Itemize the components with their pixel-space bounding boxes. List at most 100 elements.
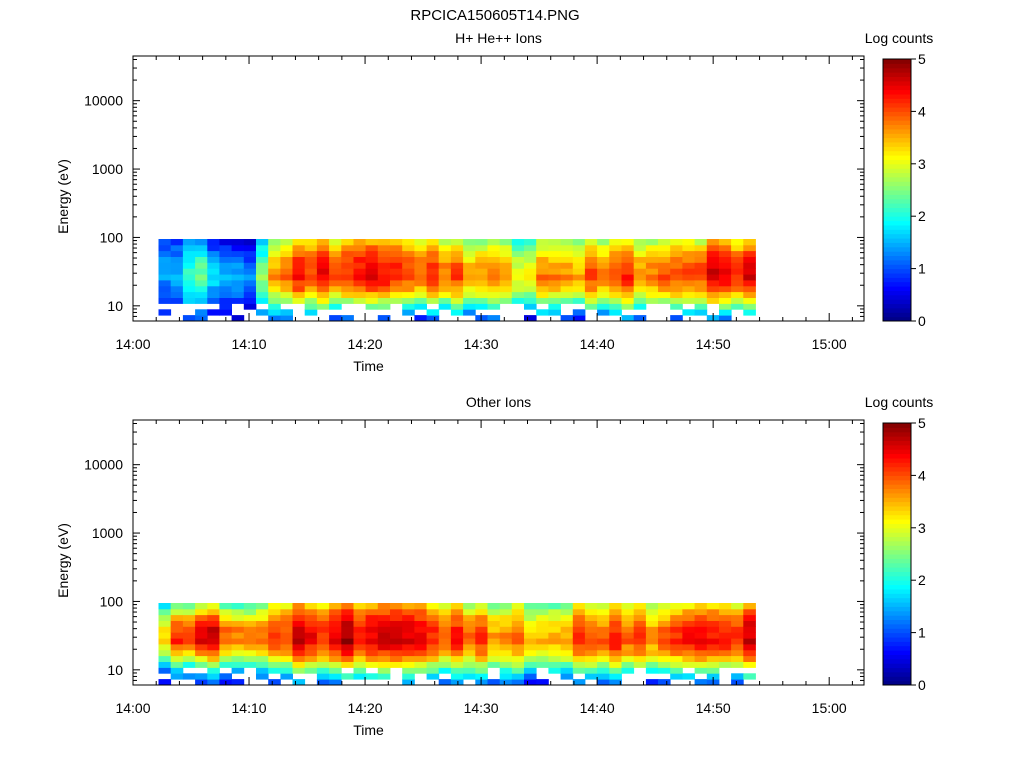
heatmap-cell [475, 655, 488, 662]
heatmap-cell [682, 291, 695, 298]
heatmap-cell [195, 285, 208, 293]
heatmap-cell [658, 239, 671, 246]
heatmap-cell [487, 626, 501, 633]
heatmap-cell [499, 620, 513, 627]
colorbar-swatch [883, 506, 911, 511]
heatmap-cell [365, 262, 379, 269]
heatmap-cell [584, 644, 598, 651]
heatmap-cell [694, 291, 708, 298]
heatmap-cell [499, 297, 513, 304]
heatmap-cell [280, 297, 293, 304]
heatmap-cell [658, 644, 671, 651]
heatmap-cell [341, 661, 354, 668]
heatmap-cell [170, 608, 184, 616]
heatmap-cell [243, 614, 257, 621]
heatmap-cell [719, 632, 732, 639]
heatmap-cell [329, 608, 342, 616]
heatmap-cell [731, 673, 744, 680]
heatmap-cell [402, 303, 415, 310]
heatmap-cell [670, 239, 683, 246]
heatmap-cell [182, 297, 196, 304]
heatmap-cell [207, 655, 220, 662]
heatmap-cell [511, 285, 525, 293]
heatmap-cell [256, 614, 269, 621]
heatmap-cell [450, 274, 464, 281]
heatmap-cell [390, 285, 403, 293]
heatmap-cell [670, 297, 683, 304]
colorbar-swatch [883, 294, 911, 300]
heatmap-cell [353, 614, 367, 621]
heatmap-cell [719, 644, 732, 651]
heatmap-cell [536, 679, 549, 686]
heatmap-cell [207, 297, 220, 304]
heatmap-cell [280, 603, 293, 610]
heatmap-cell [719, 244, 732, 252]
heatmap-cell [487, 262, 501, 269]
colorbar-swatch [883, 575, 911, 581]
heatmap-cell [207, 644, 220, 651]
y-tick-label: 10000 [84, 93, 123, 109]
heatmap-cell [475, 667, 488, 674]
heatmap-cell [621, 239, 635, 246]
heatmap-cell [621, 649, 635, 657]
colorbar-swatch [883, 619, 911, 625]
heatmap-cell [572, 644, 586, 651]
heatmap-cell [743, 632, 756, 639]
heatmap-cell [353, 280, 367, 287]
heatmap-cell [694, 661, 708, 668]
heatmap-cell [182, 620, 196, 627]
heatmap-cell [170, 655, 184, 662]
heatmap-cell [377, 614, 391, 621]
heatmap-cell [731, 679, 744, 686]
heatmap-cell [499, 244, 513, 252]
heatmap-cell [329, 297, 342, 304]
colorbar-swatch [883, 299, 911, 305]
heatmap-cell [195, 250, 208, 257]
heatmap-cell [304, 655, 318, 662]
colorbar: 0 1 2 3 4 5 Log counts [865, 30, 934, 329]
heatmap-cell [694, 638, 708, 645]
heatmap-cell [158, 632, 172, 639]
heatmap-cell [706, 614, 720, 621]
heatmap-cell [365, 268, 379, 275]
heatmap-cell [377, 239, 391, 246]
heatmap-cell [329, 291, 342, 298]
heatmap-cell [292, 603, 306, 610]
heatmap-cell [377, 626, 391, 633]
heatmap-cell [463, 638, 476, 645]
heatmap-cell [487, 280, 501, 287]
heatmap-cell [731, 632, 744, 639]
heatmap-cell [402, 655, 415, 662]
heatmap-cell [475, 315, 488, 322]
heatmap-cell [231, 239, 245, 246]
colorbar-swatch [883, 102, 911, 108]
heatmap-cell [487, 256, 501, 263]
heatmap-cell [706, 638, 720, 645]
heatmap-cell [511, 268, 525, 275]
heatmap-cell [402, 309, 415, 316]
heatmap-cell [353, 644, 367, 651]
heatmap-cell [195, 280, 208, 287]
heatmap-cell [743, 608, 756, 616]
heatmap-cell [377, 638, 391, 645]
heatmap-cell [268, 250, 281, 257]
heatmap-cell [316, 614, 330, 621]
heatmap-cell [609, 291, 622, 298]
heatmap-cell [475, 262, 488, 269]
heatmap-cell [414, 638, 427, 645]
heatmap-cell [682, 297, 695, 304]
heatmap-cell [341, 262, 354, 269]
heatmap-cell [475, 661, 488, 668]
colorbar-swatch [883, 146, 911, 152]
heatmap-cell [548, 303, 561, 310]
heatmap-cell [231, 649, 245, 657]
heatmap-cell [731, 644, 744, 651]
heatmap-cell [256, 661, 269, 668]
heatmap-cell [511, 274, 525, 281]
heatmap-cell [329, 274, 342, 281]
colorbar-swatch [883, 155, 911, 160]
heatmap-cell [560, 644, 574, 651]
colorbar-swatch [883, 168, 911, 174]
heatmap-cell [450, 673, 464, 680]
heatmap-cell [450, 285, 464, 293]
